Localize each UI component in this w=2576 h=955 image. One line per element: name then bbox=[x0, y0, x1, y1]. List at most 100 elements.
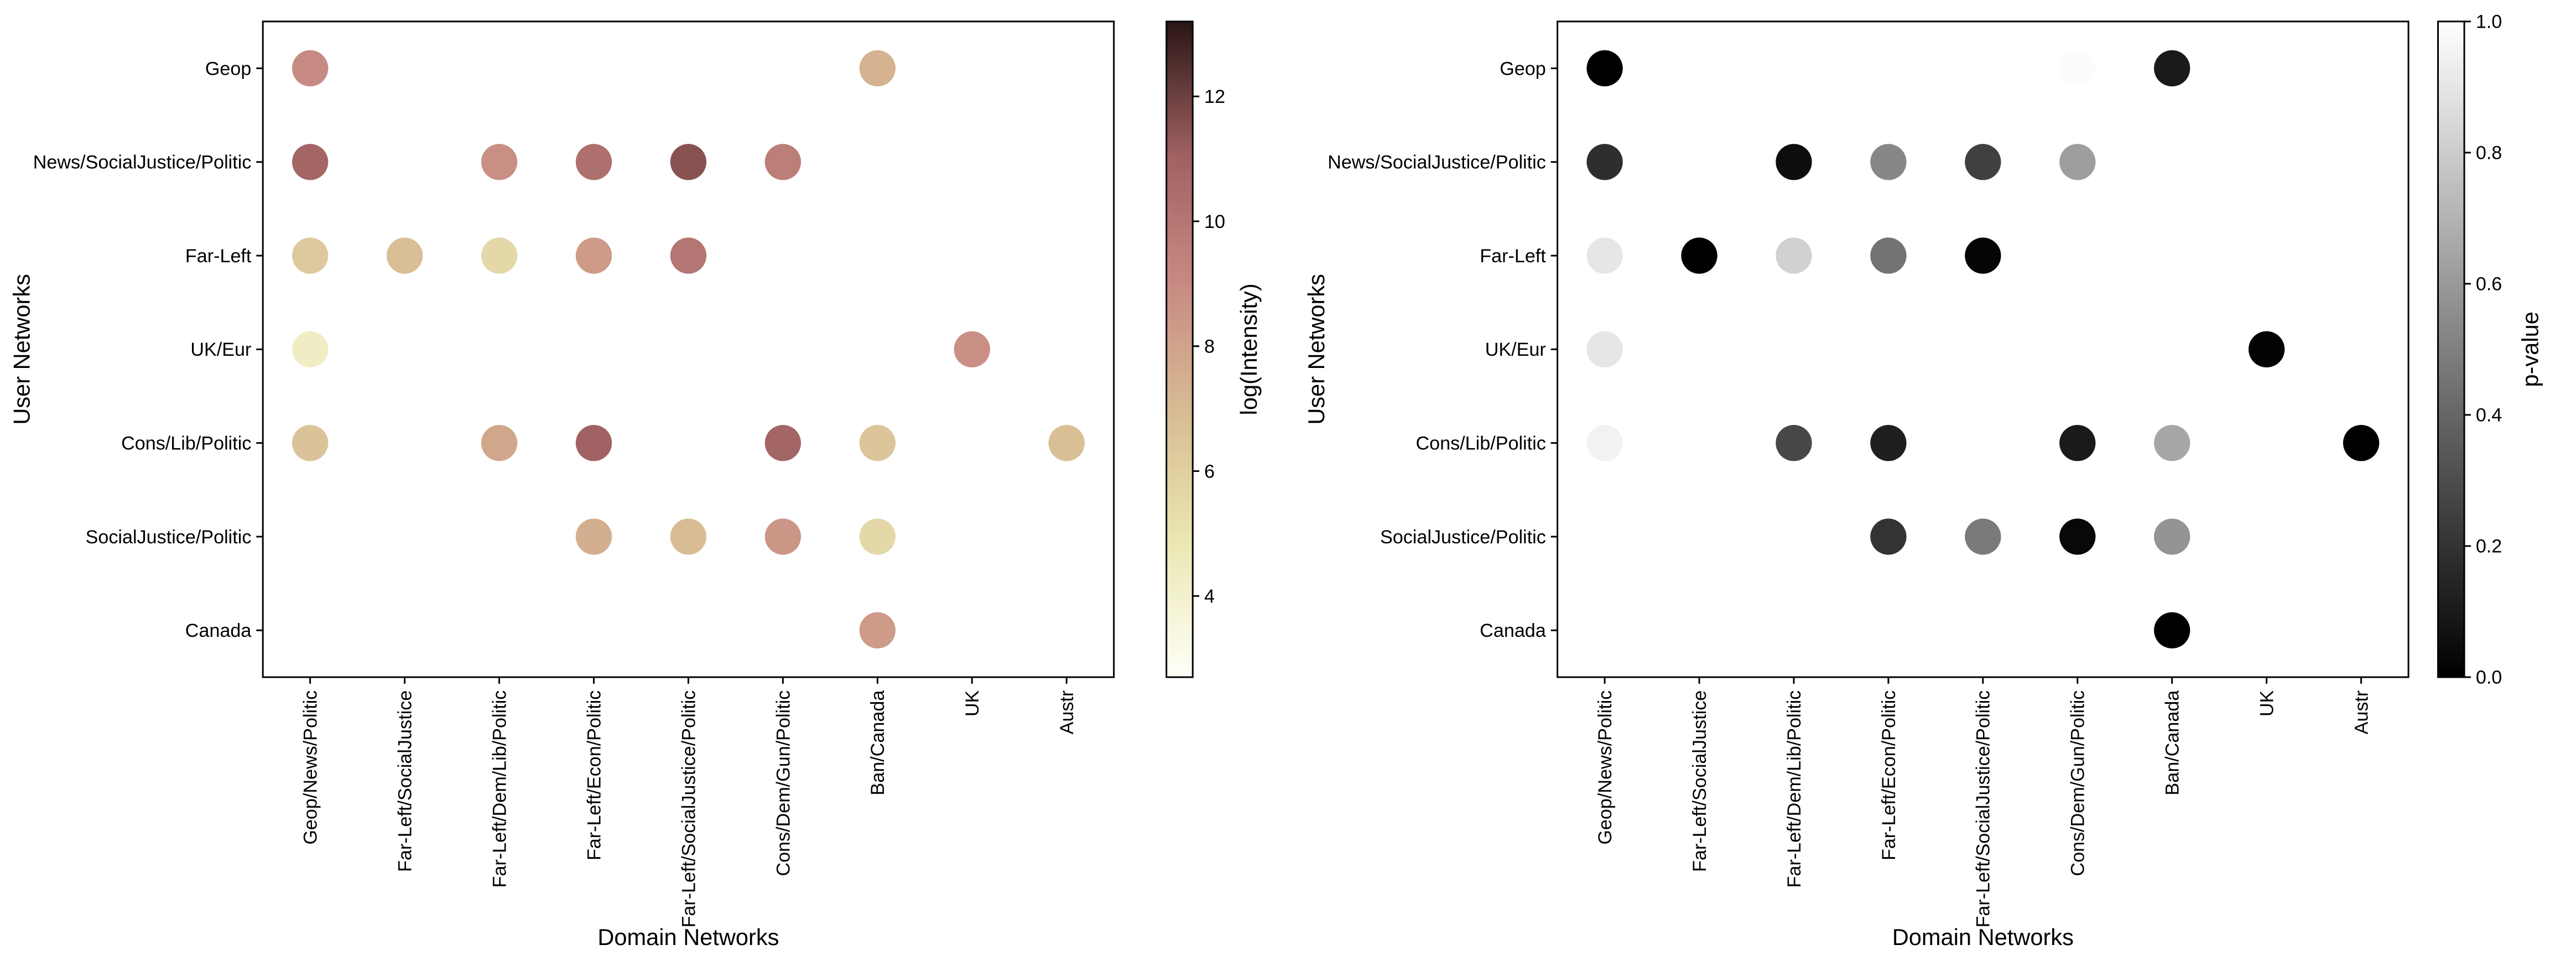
y-tick-label: SocialJustice/Politic bbox=[1380, 527, 1546, 548]
x-tick-label: Geop/News/Politic bbox=[300, 691, 321, 845]
colorbar-tick-label: 0.2 bbox=[2476, 536, 2502, 557]
data-point bbox=[575, 424, 612, 461]
data-point bbox=[1870, 424, 1907, 461]
x-tick-label: Far-Left/Dem/Lib/Politic bbox=[489, 691, 510, 888]
data-point bbox=[1870, 144, 1907, 180]
data-point bbox=[1870, 237, 1907, 274]
colorbar bbox=[1165, 20, 1194, 678]
x-tick-label: Austr bbox=[1057, 691, 1078, 735]
x-axis-label: Domain Networks bbox=[597, 924, 779, 950]
colorbar-tick-label: 1.0 bbox=[2476, 12, 2502, 33]
data-point bbox=[764, 424, 802, 461]
colorbar-tick-label: 10 bbox=[1204, 211, 1225, 232]
data-point bbox=[2154, 424, 2190, 461]
colorbar-tick-label: 12 bbox=[1204, 86, 1225, 107]
data-point bbox=[2343, 424, 2380, 461]
y-tick-label: Geop bbox=[205, 58, 252, 79]
data-point bbox=[292, 424, 329, 461]
data-point bbox=[2154, 612, 2190, 648]
data-point bbox=[2059, 424, 2096, 461]
colorbar-tick-label: 0.6 bbox=[2476, 274, 2502, 295]
y-axis-label: User Networks bbox=[8, 274, 34, 425]
data-point bbox=[1965, 237, 2001, 274]
data-point bbox=[1965, 518, 2001, 555]
y-tick-label: UK/Eur bbox=[1485, 339, 1546, 360]
y-tick-label: Canada bbox=[1480, 620, 1546, 641]
data-point bbox=[1586, 237, 1623, 274]
data-point bbox=[2059, 518, 2096, 555]
x-tick-label: Cons/Dem/Gun/Politic bbox=[2068, 691, 2089, 876]
data-point bbox=[292, 144, 329, 180]
colorbar-tick-label: 6 bbox=[1204, 461, 1215, 482]
x-tick-label: Far-Left/SocialJustice/Politic bbox=[1973, 691, 1994, 928]
data-point bbox=[575, 144, 612, 180]
data-point bbox=[2059, 50, 2096, 87]
data-point bbox=[764, 144, 802, 180]
data-point bbox=[1586, 331, 1623, 368]
data-point bbox=[575, 237, 612, 274]
x-tick-label: Cons/Dem/Gun/Politic bbox=[773, 691, 794, 876]
data-point bbox=[2059, 144, 2096, 180]
y-tick-label: News/SocialJustice/Politic bbox=[33, 152, 252, 173]
x-tick-label: UK bbox=[2257, 690, 2278, 717]
colorbar bbox=[2437, 20, 2465, 678]
data-point bbox=[670, 237, 707, 274]
data-point bbox=[859, 50, 896, 87]
y-tick-label: News/SocialJustice/Politic bbox=[1328, 152, 1546, 173]
data-point bbox=[1870, 518, 1907, 555]
x-tick-label: Far-Left/Econ/Politic bbox=[584, 691, 605, 860]
data-point bbox=[1586, 424, 1623, 461]
chart-1: Geop/News/Politic Far-Left/SocialJustice F… bbox=[8, 20, 1262, 950]
x-tick-label: Far-Left/SocialJustice/Politic bbox=[678, 691, 699, 928]
data-point bbox=[1048, 424, 1085, 461]
data-point bbox=[1776, 144, 1812, 180]
y-tick-label: Far-Left bbox=[185, 246, 252, 267]
x-tick-label: Far-Left/SocialJustice bbox=[1689, 691, 1710, 872]
data-point bbox=[481, 237, 518, 274]
x-axis-label: Domain Networks bbox=[1892, 924, 2074, 950]
y-tick-label: Canada bbox=[185, 620, 252, 641]
x-tick-label: Geop/News/Politic bbox=[1595, 691, 1616, 845]
x-tick-label: Far-Left/Dem/Lib/Politic bbox=[1784, 691, 1805, 888]
data-point bbox=[1586, 144, 1623, 180]
y-tick-label: Far-Left bbox=[1480, 246, 1546, 267]
data-point bbox=[859, 518, 896, 555]
data-point bbox=[1965, 144, 2001, 180]
x-tick-label: Ban/Canada bbox=[867, 691, 888, 796]
data-point bbox=[859, 612, 896, 648]
colorbar-tick-label: 0.8 bbox=[2476, 143, 2502, 164]
x-tick-label: Ban/Canada bbox=[2162, 691, 2183, 796]
data-point bbox=[859, 424, 896, 461]
data-point bbox=[575, 518, 612, 555]
data-point bbox=[481, 424, 518, 461]
colorbar-tick-label: 4 bbox=[1204, 586, 1215, 607]
x-tick-label: Far-Left/SocialJustice bbox=[394, 691, 415, 872]
x-tick-label: UK bbox=[962, 690, 983, 717]
data-point bbox=[1776, 237, 1812, 274]
y-tick-label: SocialJustice/Politic bbox=[86, 527, 252, 548]
data-point bbox=[2154, 50, 2190, 87]
colorbar-label: log(Intensity) bbox=[1236, 283, 1262, 415]
y-axis-label: User Networks bbox=[1303, 274, 1329, 425]
data-point bbox=[386, 237, 423, 274]
data-point bbox=[1586, 50, 1623, 87]
y-tick-label: Geop bbox=[1500, 58, 1546, 79]
colorbar-label: p-value bbox=[2517, 312, 2543, 387]
data-point bbox=[2154, 518, 2190, 555]
data-point bbox=[670, 518, 707, 555]
data-point bbox=[292, 50, 329, 87]
data-point bbox=[1776, 424, 1812, 461]
colorbar-tick-label: 8 bbox=[1204, 336, 1215, 357]
data-point bbox=[2248, 331, 2285, 368]
chart-2: Geop/News/Politic Far-Left/SocialJustice F… bbox=[1303, 12, 2543, 950]
data-point bbox=[1681, 237, 1718, 274]
x-tick-label: Far-Left/Econ/Politic bbox=[1878, 691, 1900, 860]
y-tick-label: Cons/Lib/Politic bbox=[121, 433, 251, 454]
colorbar-tick-label: 0.0 bbox=[2476, 667, 2502, 688]
data-point bbox=[764, 518, 802, 555]
colorbar-tick-label: 0.4 bbox=[2476, 405, 2502, 426]
y-tick-label: Cons/Lib/Politic bbox=[1416, 433, 1545, 454]
x-tick-label: Austr bbox=[2351, 691, 2372, 735]
data-point bbox=[670, 144, 707, 180]
